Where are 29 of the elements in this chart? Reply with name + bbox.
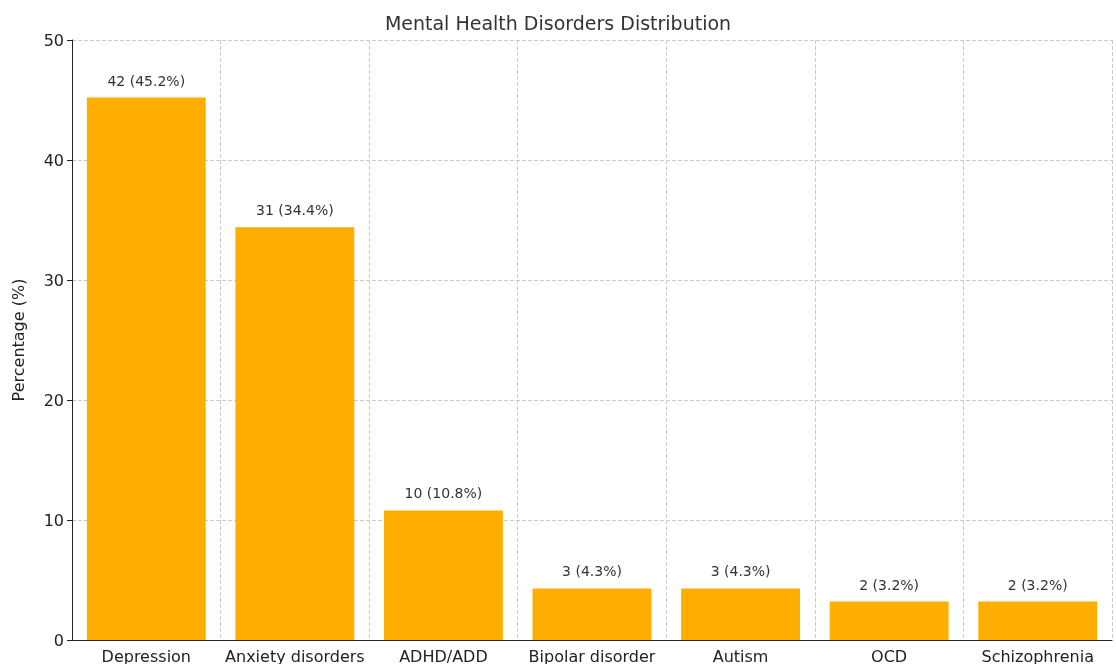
y-tick-label: 50: [43, 30, 64, 50]
chart-title: Mental Health Disorders Distribution: [384, 11, 732, 34]
bar: [235, 227, 355, 640]
bar: [532, 588, 652, 640]
data-label: 2 (3.2%): [1007, 576, 1068, 593]
data-label: 10 (10.8%): [404, 485, 483, 502]
y-axis-title: Percentage (%): [8, 278, 28, 402]
x-tick-label: Depression: [101, 646, 191, 664]
data-label: 2 (3.2%): [859, 576, 920, 593]
bar: [384, 510, 503, 640]
bar: [978, 601, 1098, 640]
y-tick-label: 40: [43, 150, 64, 170]
bar: [829, 601, 949, 640]
x-tick-label: Autism: [712, 646, 769, 664]
y-tick-label: 30: [43, 270, 64, 290]
data-label: 3 (4.3%): [710, 563, 771, 580]
x-tick-label: Anxiety disorders: [225, 646, 365, 664]
x-tick-label: Bipolar disorder: [528, 646, 656, 664]
x-tick-label: OCD: [871, 646, 908, 664]
x-tick-label: ADHD/ADD: [399, 646, 488, 664]
y-tick-label: 10: [43, 510, 64, 530]
y-tick-label: 20: [43, 390, 64, 410]
bar: [86, 97, 206, 640]
data-label: 31 (34.4%): [256, 202, 334, 219]
data-label: 42 (45.2%): [107, 72, 186, 89]
bar: [681, 588, 800, 640]
data-label: 3 (4.3%): [562, 563, 622, 580]
y-tick-label: 0: [53, 630, 64, 650]
x-tick-label: Schizophrenia: [981, 646, 1094, 664]
